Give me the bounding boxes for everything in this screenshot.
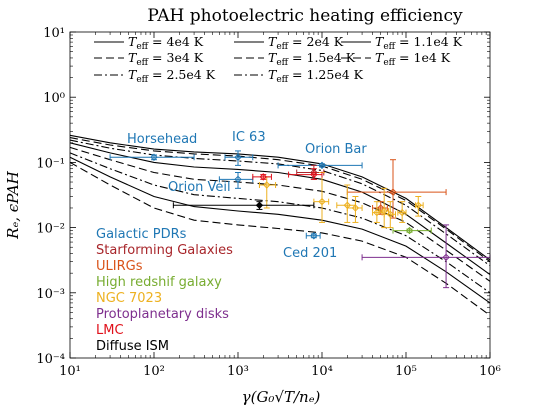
annotation-label: Horsehead xyxy=(127,132,197,147)
legend-entry: Teff = 1.1e4 K xyxy=(375,34,463,52)
y-axis-label: Rₑ, ϵPAH xyxy=(4,170,22,240)
curve-6 xyxy=(69,156,491,304)
legend: Teff = 4e4 K Teff = 2e4 K Teff = 1.1e4 KTe… xyxy=(94,34,463,85)
data-point xyxy=(383,201,397,229)
x-tick-label: 10³ xyxy=(227,364,249,379)
annotation-label: IC 63 xyxy=(232,130,266,145)
y-tick-label: 10⁻¹ xyxy=(36,156,65,171)
annotation-label: Orion Veil xyxy=(168,180,231,195)
annotation-label: Ced 201 xyxy=(283,246,337,261)
x-tick-label: 10² xyxy=(143,364,165,379)
source-legend-item: Starforming Galaxies xyxy=(96,243,233,258)
curve-0 xyxy=(69,134,491,261)
plot-frame xyxy=(69,31,491,359)
source-legend-item: ULIRGs xyxy=(96,259,143,274)
x-tick-label: 10⁴ xyxy=(311,364,333,379)
legend-entry: Teff = 2e4 K xyxy=(268,34,344,52)
y-tick-label: 10⁻² xyxy=(36,222,65,237)
curve-1 xyxy=(69,137,491,263)
curve-5 xyxy=(69,152,491,294)
axis-ticks: 10¹ 10² 10³ 10⁴ 10⁵ 10⁶ 10⁻⁴ 10⁻³ 10⁻² 10⁻¹ 10⁰ 10¹ xyxy=(36,26,501,379)
data-point xyxy=(258,176,277,209)
y-tick-label: 10⁻³ xyxy=(36,287,65,302)
data-point xyxy=(313,171,330,223)
curve-3 xyxy=(69,142,491,276)
data-point xyxy=(361,224,491,289)
x-axis-label: γ(G₀√T/nₑ) xyxy=(242,388,321,406)
source-legend-item: High redshif galaxy xyxy=(96,275,222,290)
data-point xyxy=(305,232,321,240)
curve-4 xyxy=(69,146,491,282)
source-legend-item: Diffuse ISM xyxy=(96,339,169,354)
data-point xyxy=(392,226,432,235)
chart-title: PAH photoelectric heating efficiency xyxy=(147,6,463,26)
annotations: Horsehead IC 63 Orion Bar Orion Veil Ced 201 xyxy=(127,130,367,261)
x-tick-label: 10¹ xyxy=(59,364,81,379)
source-legend-item: Protoplanetary disks xyxy=(96,307,229,322)
legend-entry: Teff = 2.5e4 K xyxy=(128,67,216,85)
data-point xyxy=(397,201,407,223)
data-point xyxy=(288,168,323,180)
legend-entry: Teff = 1e4 K xyxy=(375,50,451,68)
data-point xyxy=(252,173,272,181)
y-tick-label: 10⁻⁴ xyxy=(36,352,65,367)
source-legend-item: NGC 7023 xyxy=(96,291,162,306)
annotation-label: Orion Bar xyxy=(305,142,367,157)
curve-7 xyxy=(69,161,491,316)
data-point xyxy=(109,153,195,161)
data-point xyxy=(346,195,363,223)
data-point xyxy=(277,161,363,170)
source-legend-item: LMC xyxy=(96,323,124,338)
x-tick-label: 10⁵ xyxy=(395,364,417,379)
data-point xyxy=(414,195,424,217)
legend-entry: Teff = 1.25e4 K xyxy=(268,67,364,85)
source-legend-item: Galactic PDRs xyxy=(96,227,187,242)
data-point xyxy=(224,150,254,166)
y-tick-label: 10¹ xyxy=(43,26,65,41)
data-point xyxy=(172,201,315,210)
y-tick-label: 10⁰ xyxy=(43,91,65,106)
observations xyxy=(109,150,491,289)
data-point xyxy=(336,184,356,223)
legend-entry: Teff = 1.5e4 K xyxy=(268,50,356,68)
legend-entry: Teff = 4e4 K xyxy=(128,34,204,52)
x-tick-label: 10⁶ xyxy=(479,364,501,379)
legend-entry: Teff = 3e4 K xyxy=(128,50,204,68)
